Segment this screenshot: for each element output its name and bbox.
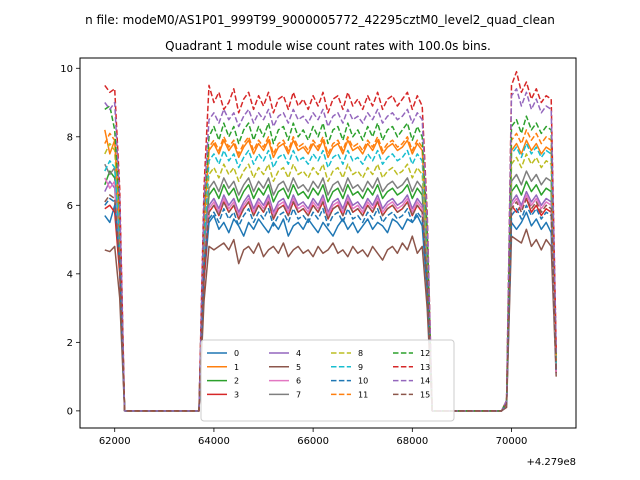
x-offset-label: +4.279e8 — [526, 457, 576, 468]
y-tick-label: 8 — [67, 132, 73, 143]
legend-label-4: 4 — [296, 349, 301, 358]
y-tick-label: 2 — [67, 338, 73, 349]
y-tick-label: 0 — [67, 406, 73, 417]
x-tick-label: 68000 — [396, 436, 428, 447]
legend-label-13: 13 — [420, 363, 430, 372]
series-layer — [104, 70, 557, 412]
x-tick-label: 64000 — [198, 436, 230, 447]
legend-label-7: 7 — [296, 390, 301, 399]
x-tick-label: 62000 — [99, 436, 131, 447]
series-line-15 — [104, 194, 557, 412]
figure-suptitle: n file: modeM0/AS1P01_999T99_9000005772_… — [85, 13, 555, 27]
legend-label-11: 11 — [358, 390, 368, 399]
legend-label-8: 8 — [358, 349, 363, 358]
legend-label-2: 2 — [234, 377, 239, 386]
legend-label-6: 6 — [296, 377, 301, 386]
legend-label-3: 3 — [234, 390, 239, 399]
x-tick-label: 66000 — [297, 436, 329, 447]
legend-label-0: 0 — [234, 349, 239, 358]
legend-label-12: 12 — [420, 349, 430, 358]
plot-frame — [79, 57, 577, 429]
y-tick-label: 10 — [60, 64, 73, 75]
x-tick-label: 70000 — [496, 436, 528, 447]
y-tick-label: 4 — [67, 269, 73, 280]
legend-label-14: 14 — [420, 377, 430, 386]
legend-label-1: 1 — [234, 363, 239, 372]
chart-title: Quadrant 1 module wise count rates with … — [165, 39, 491, 53]
legend-label-9: 9 — [358, 363, 363, 372]
y-tick-label: 6 — [67, 201, 73, 212]
legend-label-10: 10 — [358, 377, 368, 386]
legend-label-5: 5 — [296, 363, 301, 372]
legend-box — [200, 339, 455, 422]
legend-label-15: 15 — [420, 390, 430, 399]
